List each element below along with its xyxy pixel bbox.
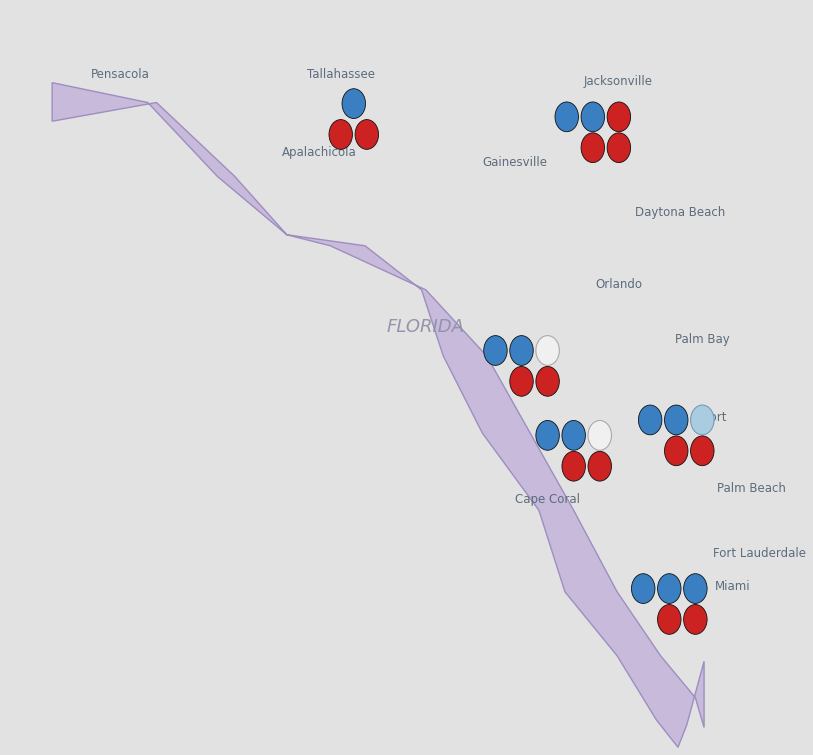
Circle shape [329,119,353,149]
Circle shape [684,574,707,603]
Circle shape [588,421,611,450]
Text: Orlando: Orlando [595,278,642,291]
Circle shape [664,436,688,466]
Text: Cape Coral: Cape Coral [515,493,580,506]
Text: Tallahassee: Tallahassee [307,69,375,82]
Text: Palm Beach: Palm Beach [717,482,786,495]
Circle shape [536,336,559,365]
Circle shape [510,336,533,365]
Circle shape [355,119,379,149]
Text: Miami: Miami [715,580,750,593]
Circle shape [484,336,507,365]
Text: Fort Lauderdale: Fort Lauderdale [713,547,806,559]
Circle shape [632,574,655,603]
Text: Gainesville: Gainesville [482,156,547,168]
Circle shape [690,405,714,435]
Circle shape [510,366,533,396]
Circle shape [607,102,631,131]
Circle shape [562,421,585,450]
Circle shape [581,102,605,131]
Text: FLORIDA: FLORIDA [387,319,465,336]
Circle shape [684,605,707,634]
Text: Daytona Beach: Daytona Beach [634,206,724,219]
Polygon shape [52,82,704,747]
Text: Port: Port [704,411,728,424]
Text: Apalachicola: Apalachicola [281,146,356,159]
Text: Palm Bay: Palm Bay [675,333,729,346]
Circle shape [342,89,366,119]
Circle shape [638,405,662,435]
Circle shape [555,102,579,131]
Circle shape [536,421,559,450]
Circle shape [658,574,681,603]
Text: Jacksonville: Jacksonville [584,75,653,88]
Circle shape [664,405,688,435]
Circle shape [690,436,714,466]
Circle shape [588,451,611,481]
Circle shape [607,133,631,162]
Circle shape [658,605,681,634]
Circle shape [581,133,605,162]
Circle shape [562,451,585,481]
Circle shape [536,366,559,396]
Text: Pensacola: Pensacola [91,69,150,82]
